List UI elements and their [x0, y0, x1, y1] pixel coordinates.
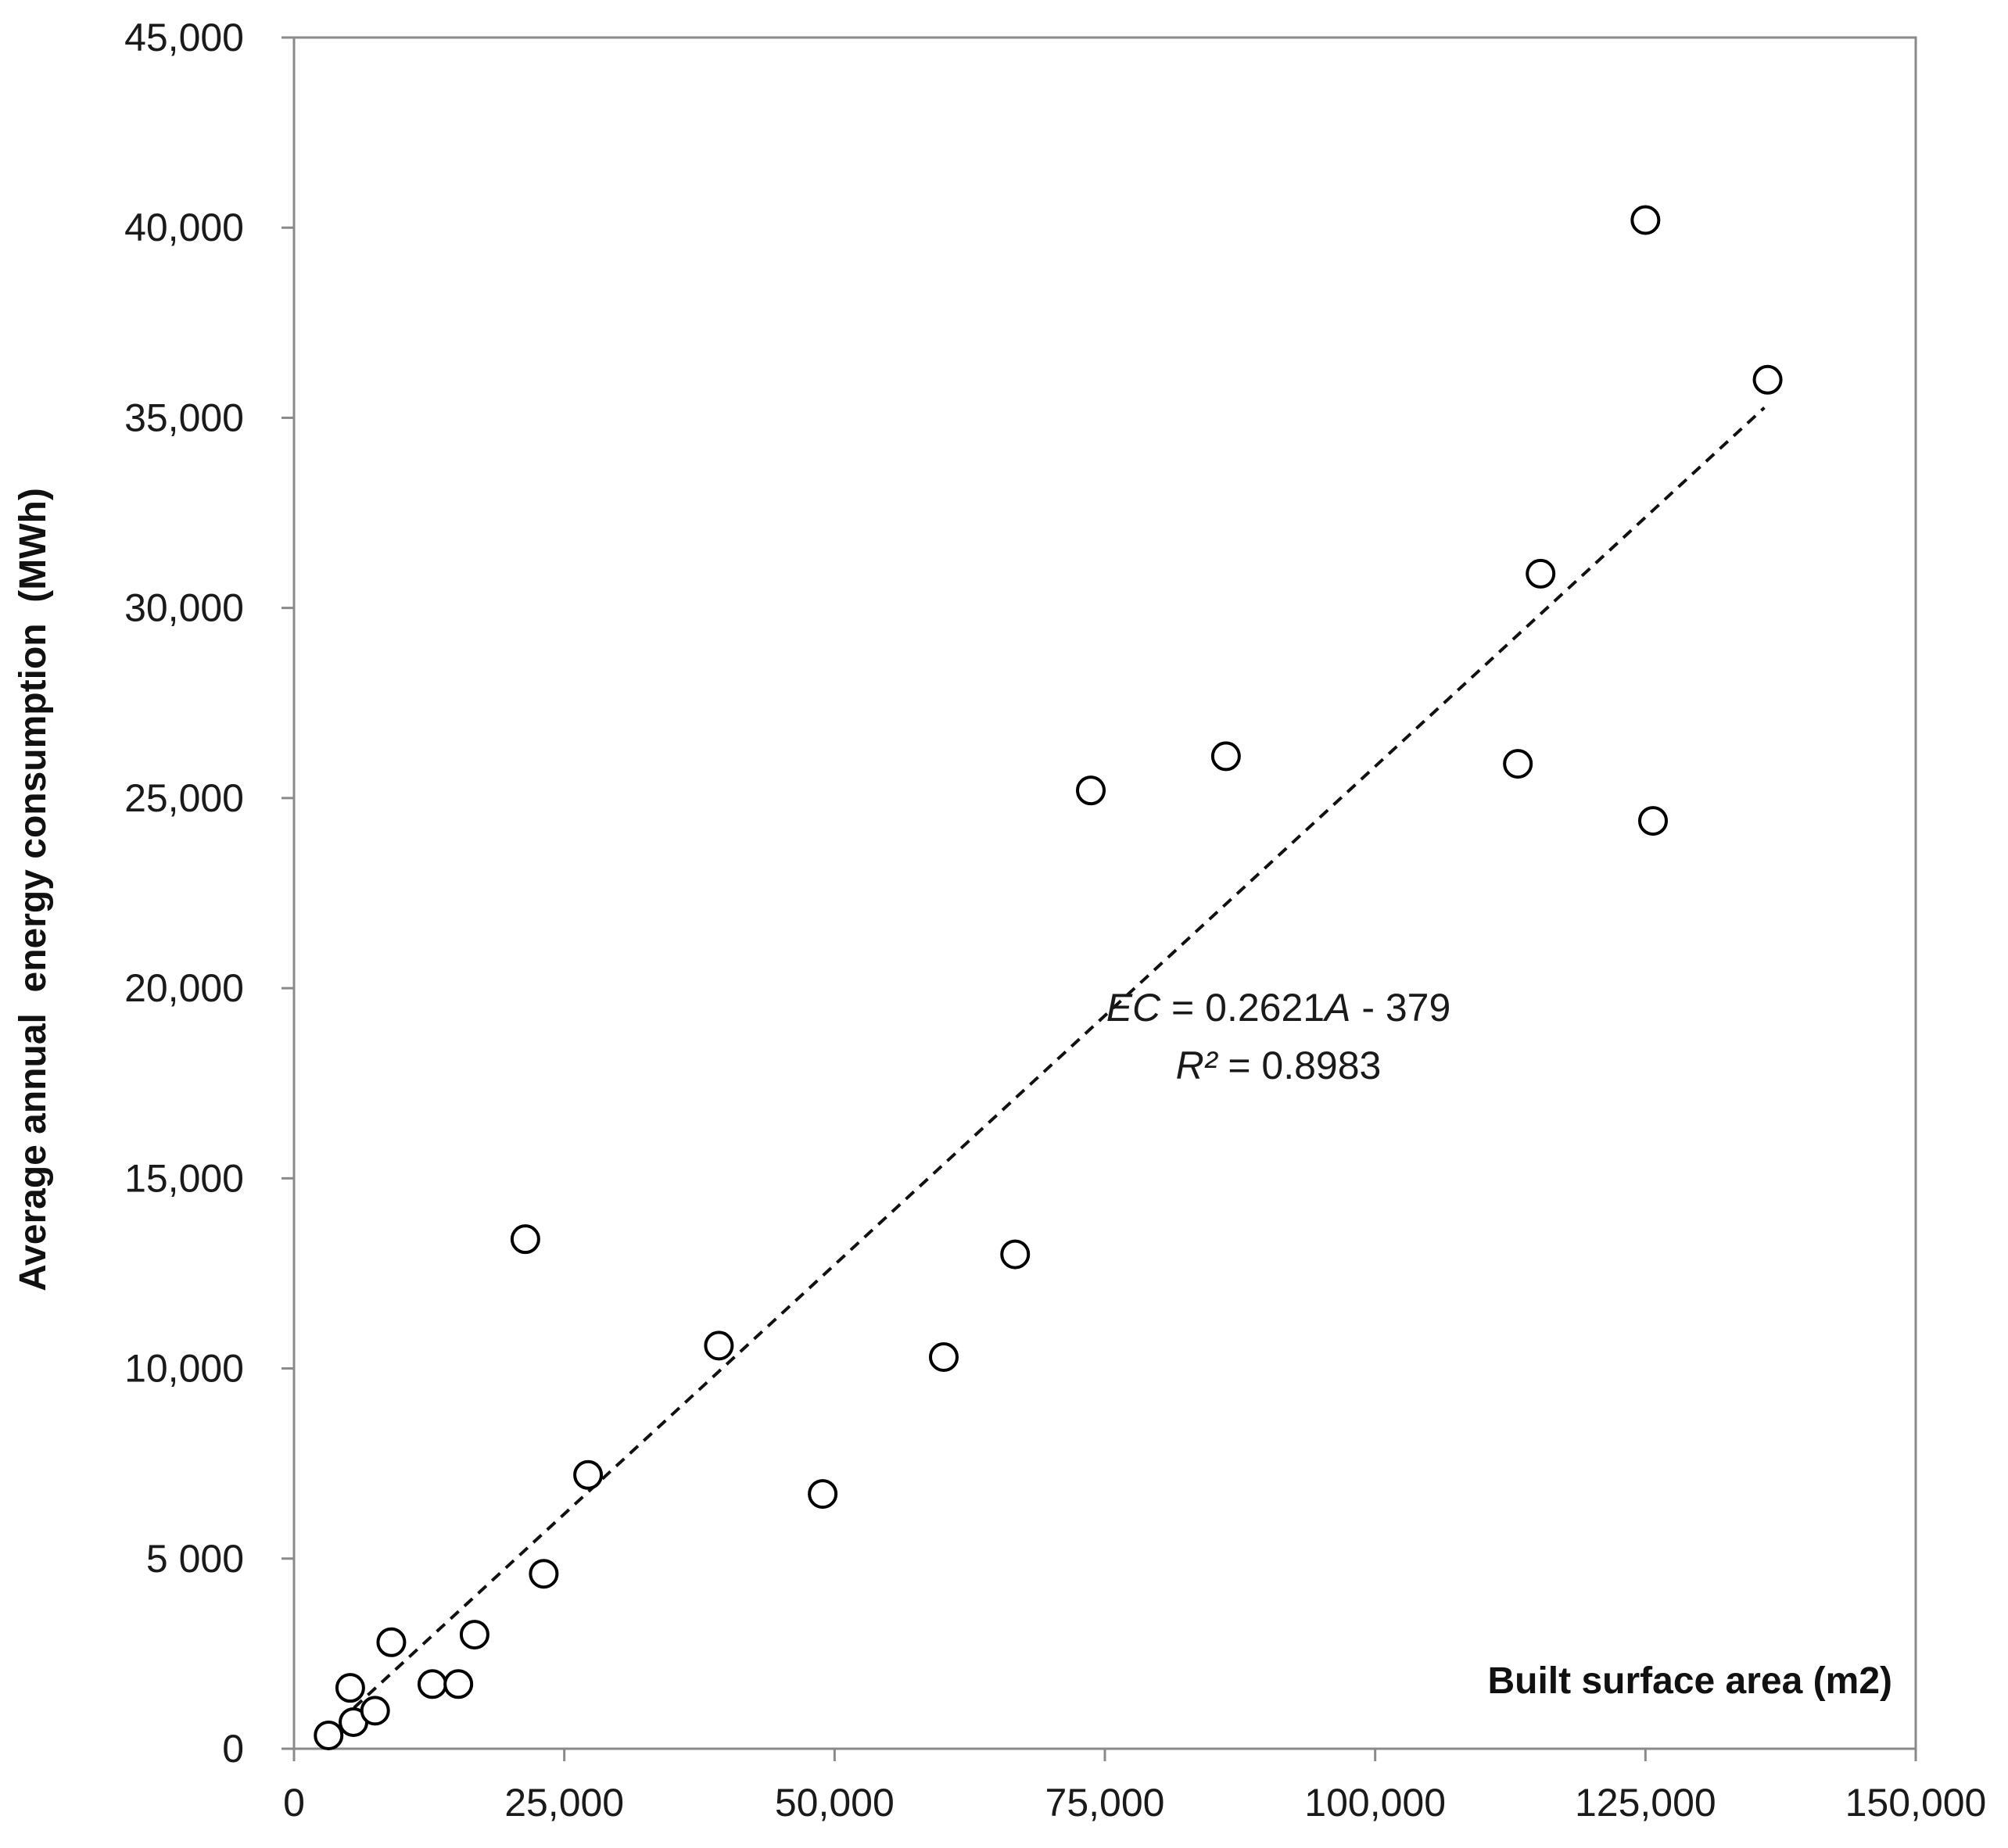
- y-tick-label: 5 000: [146, 1537, 244, 1581]
- data-point: [928, 1341, 959, 1372]
- x-tick-label: 150,000: [1845, 1781, 1987, 1825]
- y-tick-label: 30,000: [124, 586, 244, 630]
- equation-coefficient: = 0.2621: [1160, 986, 1325, 1030]
- equation-intercept: - 379: [1350, 986, 1450, 1030]
- data-point: [459, 1620, 489, 1650]
- data-point: [360, 1696, 390, 1726]
- y-tick-label: 15,000: [124, 1156, 244, 1200]
- r-squared-label: R² = 0.8983: [1176, 1044, 1382, 1087]
- y-tick-label: 20,000: [124, 966, 244, 1010]
- y-tick-label: 40,000: [124, 206, 244, 249]
- y-axis-title: Average annual energy consumption (MWh): [13, 488, 54, 1291]
- x-tick-label: 125,000: [1575, 1781, 1716, 1825]
- data-point: [1503, 749, 1533, 779]
- data-point: [1526, 558, 1556, 589]
- data-point: [704, 1330, 734, 1361]
- trendline: [325, 406, 1766, 1735]
- y-tick-label: 45,000: [124, 16, 244, 59]
- regression-equation: EC = 0.2621A - 379: [1106, 986, 1451, 1030]
- data-point: [417, 1669, 447, 1699]
- data-point: [314, 1720, 344, 1750]
- equation-lhs: EC: [1106, 986, 1161, 1030]
- data-point: [1000, 1239, 1031, 1270]
- x-tick-label: 100,000: [1304, 1781, 1446, 1825]
- x-tick-label: 50,000: [775, 1781, 895, 1825]
- y-tick-label: 0: [222, 1727, 244, 1771]
- y-axis-ticks: 0 5 000 10,000 15,000 20,000 25,000 30,000 35,0…: [124, 16, 294, 1771]
- x-tick-label: 0: [283, 1781, 305, 1825]
- data-point: [529, 1559, 559, 1589]
- x-tick-label: 25,000: [504, 1781, 624, 1825]
- data-point: [1630, 205, 1661, 235]
- data-point: [573, 1459, 604, 1490]
- data-point: [1638, 806, 1669, 836]
- data-point: [335, 1673, 365, 1703]
- equation-variable: A: [1322, 986, 1350, 1030]
- data-point: [1076, 775, 1106, 806]
- x-axis-title: Built surface area (m2): [1487, 1660, 1892, 1702]
- x-tick-label: 75,000: [1045, 1781, 1165, 1825]
- x-axis-ticks: 0 25,000 50,000 75,000 100,000 125,000 150,000: [283, 1749, 1986, 1825]
- data-point: [510, 1224, 540, 1255]
- y-tick-label: 10,000: [124, 1347, 244, 1391]
- y-tick-label: 25,000: [124, 776, 244, 820]
- data-point: [376, 1627, 407, 1657]
- r-squared-value: = 0.8983: [1217, 1044, 1381, 1087]
- trendline-group: [325, 406, 1766, 1735]
- plot-frame: [292, 36, 1917, 1750]
- data-point: [808, 1479, 838, 1510]
- data-point: [1210, 741, 1241, 772]
- r-squared-symbol: R²: [1176, 1044, 1219, 1087]
- y-tick-label: 35,000: [124, 396, 244, 439]
- data-point: [443, 1669, 474, 1699]
- data-points: [314, 205, 1783, 1750]
- plot-border: [292, 36, 1917, 1750]
- data-point: [1752, 364, 1783, 395]
